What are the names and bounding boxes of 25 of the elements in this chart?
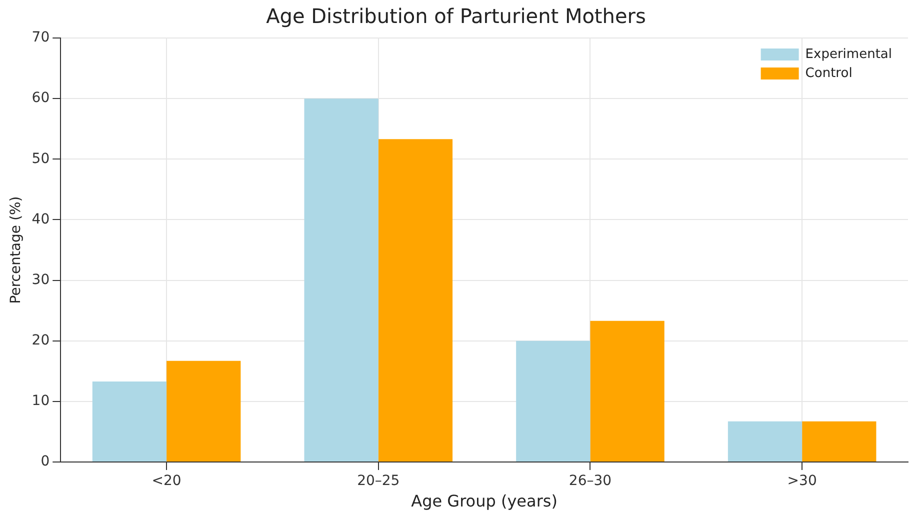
- y-tick-label: 30: [32, 272, 50, 288]
- bar: [516, 340, 590, 462]
- bar: [304, 98, 378, 462]
- y-tick-label: 20: [32, 332, 50, 348]
- x-tick-label: 20–25: [357, 473, 400, 490]
- y-tick-label: 70: [32, 30, 50, 46]
- bar: [166, 360, 241, 462]
- y-tick-label: 50: [32, 150, 50, 167]
- y-tick-label: 10: [32, 393, 50, 410]
- bar: [728, 421, 802, 462]
- y-tick-label: 0: [40, 454, 50, 470]
- bar: [92, 381, 167, 462]
- x-tick-label: <20: [152, 473, 182, 490]
- x-tick-label: 26–30: [568, 473, 612, 490]
- y-axis-title: Percentage (%): [8, 196, 24, 304]
- legend-label: Control: [805, 66, 852, 81]
- bar: [378, 139, 453, 462]
- chart-title: Age Distribution of Parturient Mothers: [266, 4, 646, 28]
- bar: [590, 320, 664, 462]
- x-axis-title: Age Group (years): [411, 492, 558, 511]
- y-tick-label: 40: [32, 211, 50, 228]
- legend-label: Experimental: [805, 46, 892, 62]
- y-tick-label: 60: [32, 90, 50, 106]
- bar: [802, 421, 876, 462]
- x-tick-label: >30: [787, 473, 817, 490]
